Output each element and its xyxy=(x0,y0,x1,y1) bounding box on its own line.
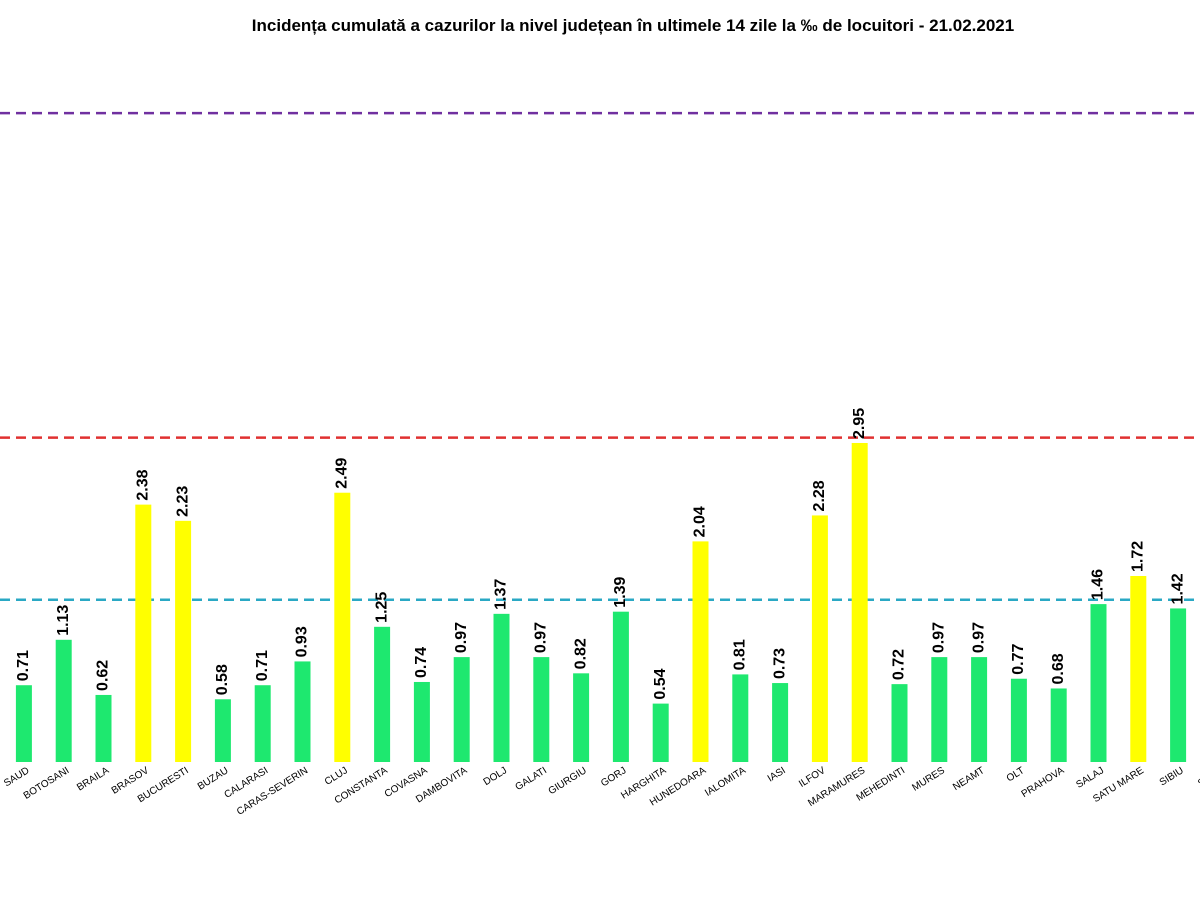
bar xyxy=(1090,604,1107,762)
bar xyxy=(1130,575,1147,762)
value-label: 0.77 xyxy=(1010,643,1027,674)
value-label: 1.39 xyxy=(612,576,629,607)
bar xyxy=(135,504,152,762)
x-tick-label: IALOMITA xyxy=(703,765,748,799)
bar xyxy=(15,685,32,762)
bar xyxy=(533,657,550,762)
bar xyxy=(573,673,590,762)
bar xyxy=(891,684,908,762)
x-tick-label: SAUD xyxy=(2,765,31,789)
bar xyxy=(175,520,192,762)
x-tick-label: SALAJ xyxy=(1074,765,1106,791)
x-tick-label: ILFOV xyxy=(797,765,828,790)
bar xyxy=(493,613,510,762)
value-label: 0.62 xyxy=(95,660,112,691)
value-label: 0.97 xyxy=(453,622,470,653)
value-label: 0.97 xyxy=(970,622,987,653)
bar xyxy=(971,657,988,762)
bar xyxy=(1170,608,1187,762)
value-label: 2.04 xyxy=(692,506,709,537)
chart-title: Incidența cumulată a cazurilor la nivel … xyxy=(252,16,1014,35)
x-tick-label: OLT xyxy=(1005,765,1027,784)
value-label: 2.38 xyxy=(135,469,152,500)
value-label: 2.95 xyxy=(851,408,868,439)
bar xyxy=(772,683,789,762)
bar xyxy=(214,699,231,762)
x-tick-label: SIBIU xyxy=(1158,765,1186,788)
bar xyxy=(692,541,709,762)
value-label: 1.37 xyxy=(493,579,510,610)
bar xyxy=(1010,678,1027,762)
x-tick-label: PRAHOVA xyxy=(1020,765,1067,800)
x-tick-label: BOTOSANI xyxy=(22,765,72,802)
bar xyxy=(95,694,112,762)
bar xyxy=(612,611,629,762)
value-label: 0.71 xyxy=(254,650,271,681)
bar xyxy=(413,681,430,762)
value-label: 0.73 xyxy=(771,648,788,679)
bar xyxy=(254,685,271,762)
x-tick-label: CLUJ xyxy=(323,765,350,788)
x-tick-label: GIURGIU xyxy=(547,765,589,797)
value-label: 0.97 xyxy=(533,622,550,653)
bar xyxy=(334,492,351,762)
value-label: 0.68 xyxy=(1050,653,1067,684)
value-label: 0.93 xyxy=(294,626,311,657)
value-label: 0.54 xyxy=(652,668,669,699)
bar xyxy=(732,674,749,762)
value-label: 1.42 xyxy=(1169,573,1186,604)
bar xyxy=(294,661,311,762)
x-tick-label: BUZAU xyxy=(196,765,231,792)
x-tick-label: NEAMT xyxy=(951,765,987,793)
bar xyxy=(851,442,868,762)
value-label: 0.81 xyxy=(732,639,749,670)
x-tick-label: MURES xyxy=(910,765,947,794)
x-tick-label: GALATI xyxy=(514,765,549,793)
bar xyxy=(374,626,391,762)
bar xyxy=(1050,688,1067,762)
x-tick-label: SUCE xyxy=(1196,765,1200,789)
x-tick-label: DOLJ xyxy=(482,765,510,788)
x-tick-label: GORJ xyxy=(599,765,628,789)
value-label: 0.97 xyxy=(931,622,948,653)
value-label: 0.74 xyxy=(413,647,430,678)
value-label: 2.23 xyxy=(174,486,191,517)
bar xyxy=(453,657,470,762)
x-tick-label: IASI xyxy=(766,765,788,784)
value-label: 1.13 xyxy=(55,605,72,636)
value-label: 2.49 xyxy=(334,457,351,488)
value-label: 2.28 xyxy=(811,480,828,511)
bar xyxy=(931,657,948,762)
value-label: 0.71 xyxy=(15,650,32,681)
bar xyxy=(55,639,72,762)
value-label: 1.46 xyxy=(1090,569,1107,600)
value-label: 0.72 xyxy=(891,649,908,680)
value-label: 1.25 xyxy=(373,592,390,623)
value-label: 0.82 xyxy=(572,638,589,669)
x-tick-label: BRAILA xyxy=(75,765,111,793)
value-label: 1.72 xyxy=(1130,541,1147,572)
bar xyxy=(652,703,669,762)
bar xyxy=(811,515,828,762)
value-label: 0.58 xyxy=(214,664,231,695)
x-tick-label: CARAS-SEVERIN xyxy=(235,765,310,818)
